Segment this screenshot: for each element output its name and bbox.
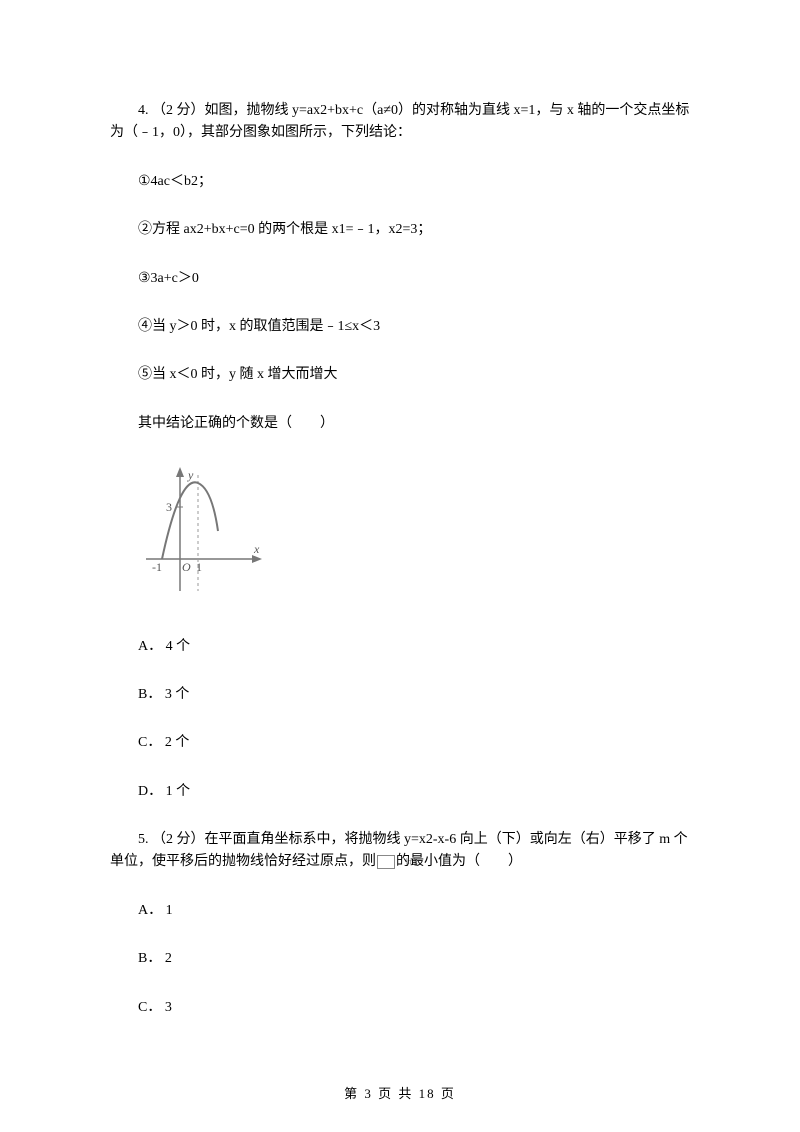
x-axis-label: x bbox=[253, 542, 260, 556]
footer-c: 页 bbox=[436, 1086, 456, 1101]
q4-option-d: D． 1 个 bbox=[110, 781, 690, 803]
q4-option-c: C． 2 个 bbox=[110, 732, 690, 754]
q4-stmt-4: ④当 y＞0 时，x 的取值范围是﹣1≤x＜3 bbox=[110, 316, 690, 338]
origin-label: O bbox=[182, 560, 191, 574]
q4-stmt-2: ②方程 ax2+bx+c=0 的两个根是 x1=﹣1，x2=3； bbox=[110, 219, 690, 241]
y-axis-arrow bbox=[176, 467, 184, 477]
q4-stmt-3: ③3a+c＞0 bbox=[110, 268, 690, 290]
y-axis-label: y bbox=[187, 468, 194, 482]
q4-graph: y x 3 -1 O 1 bbox=[110, 461, 690, 609]
q4-stmt-1: ①4ac＜b2； bbox=[110, 171, 690, 193]
y-intercept-3: 3 bbox=[166, 500, 172, 514]
page-footer: 第 3 页 共 18 页 bbox=[0, 1083, 800, 1102]
q4-lead: 4. （2 分）如图，抛物线 y=ax2+bx+c（a≠0）的对称轴为直线 x=… bbox=[110, 100, 690, 145]
q5-lead-b: 的最小值为（ ） bbox=[396, 854, 522, 869]
footer-a: 第 bbox=[344, 1086, 364, 1101]
q5-lead: 5. （2 分）在平面直角坐标系中，将抛物线 y=x2-x-6 向上（下）或向左… bbox=[110, 829, 690, 874]
abs-m-box: |m| bbox=[377, 855, 395, 869]
q4-ask: 其中结论正确的个数是（ ） bbox=[110, 413, 690, 435]
q5-option-a: A． 1 bbox=[110, 900, 690, 922]
footer-b: 页 共 bbox=[373, 1086, 419, 1101]
parabola-curve bbox=[162, 482, 218, 559]
label-1: 1 bbox=[196, 560, 202, 574]
q5-option-b: B． 2 bbox=[110, 948, 690, 970]
footer-total: 18 bbox=[419, 1086, 436, 1101]
q5-option-c: C． 3 bbox=[110, 997, 690, 1019]
x-axis-arrow bbox=[252, 555, 262, 563]
parabola-graph-svg: y x 3 -1 O 1 bbox=[138, 461, 268, 601]
q4-option-b: B． 3 个 bbox=[110, 684, 690, 706]
q4-option-a: A． 4 个 bbox=[110, 636, 690, 658]
page-content: 4. （2 分）如图，抛物线 y=ax2+bx+c（a≠0）的对称轴为直线 x=… bbox=[0, 0, 800, 1085]
label-neg1: -1 bbox=[152, 560, 162, 574]
q4-stmt-5: ⑤当 x＜0 时，y 随 x 增大而增大 bbox=[110, 364, 690, 386]
footer-page: 3 bbox=[364, 1086, 373, 1101]
